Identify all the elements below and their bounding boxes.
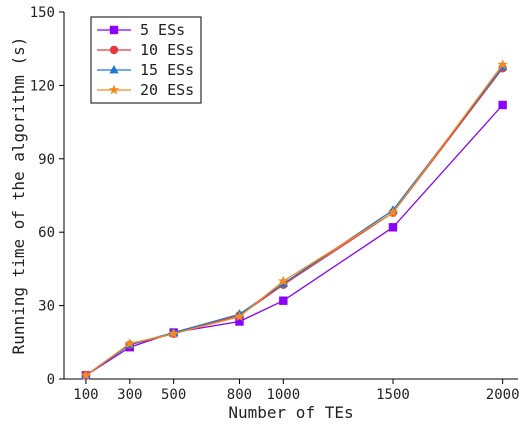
series-4 [80,59,508,380]
y-tick-label: 120 [30,78,55,94]
data-point-star [387,207,399,218]
legend-label: 10 ESs [140,41,194,59]
data-point-star [168,328,179,339]
x-tick-label: 500 [161,387,186,403]
legend-item: 10 ESs [97,41,194,59]
data-point-square [109,25,119,35]
legend-item: 5 ESs [97,21,185,39]
series-line [85,104,504,376]
data-point-star [108,84,120,95]
series-3 [81,62,508,379]
axes: 0 30 60 90 120 150 100 300 500 800 1000 1500 2000 [30,5,520,403]
x-axis-label: Number of TEs [228,403,353,422]
data-point-star [234,311,245,322]
data-point-star [497,59,508,70]
data-point-square [388,223,398,232]
x-tick-label: 1500 [376,387,410,403]
y-tick-label: 150 [30,5,55,21]
y-tick-label: 0 [47,372,55,388]
x-tick-label: 100 [73,387,98,403]
data-point-star [124,338,135,348]
y-axis-label: Running time of the algorithm (s) [9,37,28,355]
series-1 [81,100,507,380]
series-layer [80,59,508,380]
y-tick-label: 60 [38,225,55,241]
legend-label: 15 ESs [140,61,194,79]
legend-label: 5 ESs [140,21,185,39]
series-line [85,67,504,376]
data-point-circle [109,45,119,55]
legend-label: 20 ESs [140,81,194,99]
x-tick-label: 300 [117,387,142,403]
legend-item: 20 ESs [97,81,194,99]
data-point-square [498,100,507,110]
series-line [85,64,504,376]
data-point-square [279,296,288,305]
x-tick-label: 2000 [486,387,520,403]
series-line [85,66,504,376]
data-point-star [278,275,289,286]
data-point-square [235,317,244,326]
x-tick-label: 1000 [266,387,300,403]
y-tick-label: 90 [38,152,55,168]
legend-item: 15 ESs [97,61,194,79]
legend: 5 ESs 10 ESs 15 ESs 20 ESs [90,16,202,104]
data-point-triangle [109,64,119,74]
x-tick-label: 800 [227,387,252,403]
series-2 [81,64,507,380]
y-tick-label: 30 [38,299,55,315]
data-point-star [80,369,92,380]
